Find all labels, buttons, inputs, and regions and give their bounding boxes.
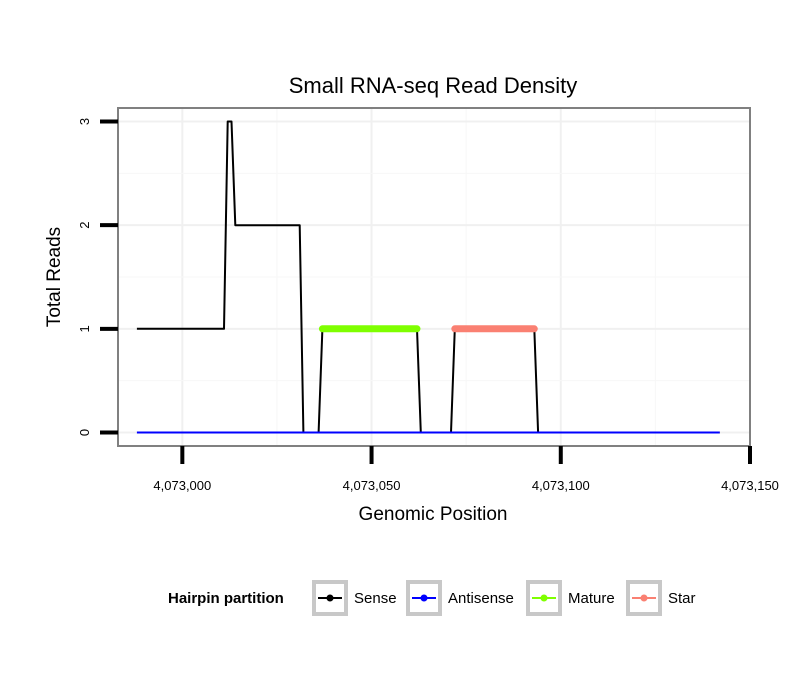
y-tick-label: 3 <box>77 118 92 125</box>
y-tick-label: 0 <box>77 429 92 436</box>
x-axis-title: Genomic Position <box>359 504 508 525</box>
legend-item-mature: Mature <box>526 580 615 616</box>
legend-item-sense: Sense <box>312 580 397 616</box>
legend-key-point <box>420 594 428 602</box>
x-tick-label: 4,073,000 <box>153 478 211 493</box>
legend-label: Antisense <box>448 590 514 607</box>
y-axis-title: Total Reads <box>44 227 65 327</box>
series-layer <box>136 120 720 434</box>
axis-layer: 4,073,000 4,073,050 4,073,100 4,073,150 0 1 2 3 <box>77 118 779 493</box>
x-tick-label: 4,073,150 <box>721 478 779 493</box>
chart-title: Small RNA-seq Read Density <box>289 73 578 98</box>
legend-label: Sense <box>354 590 397 607</box>
legend-label: Star <box>668 590 696 607</box>
x-tick-label: 4,073,050 <box>343 478 401 493</box>
y-tick-label: 2 <box>77 222 92 229</box>
plot-panel-border <box>117 107 751 447</box>
grid-layer <box>118 108 750 446</box>
legend-item-antisense: Antisense <box>406 580 514 616</box>
legend-key-point <box>326 594 334 602</box>
legend-title: Hairpin partition <box>168 590 284 607</box>
legend: Hairpin partition Sense Antisense Mature St… <box>168 580 696 616</box>
x-tick-label: 4,073,100 <box>532 478 590 493</box>
legend-key-point <box>540 594 548 602</box>
legend-label: Mature <box>568 590 615 607</box>
legend-item-star: Star <box>626 580 696 616</box>
y-tick-label: 1 <box>77 325 92 332</box>
legend-key-point <box>640 594 648 602</box>
